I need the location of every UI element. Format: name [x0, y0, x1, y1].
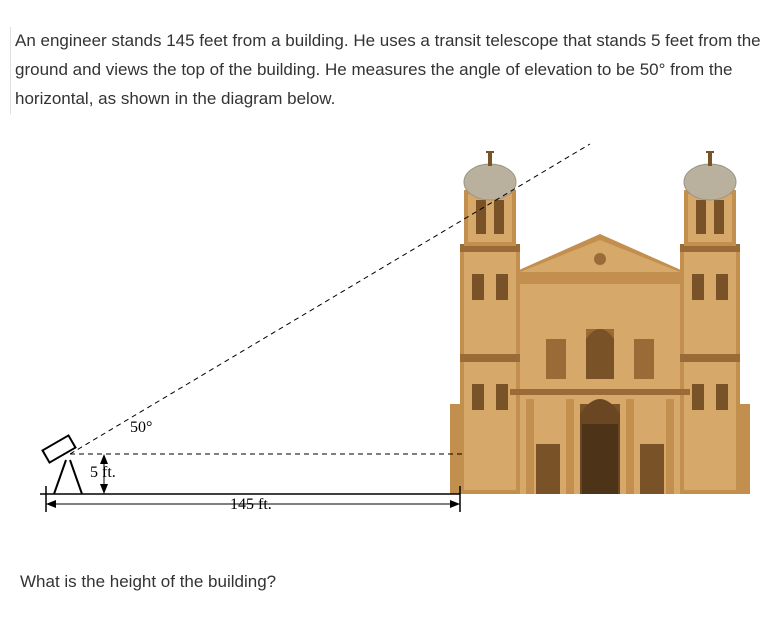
transit-height-label: 5 ft. — [90, 464, 116, 482]
angle-label: 50° — [130, 419, 152, 437]
question-text: What is the height of the building? — [10, 554, 770, 592]
diagram: 50° 5 ft. 145 ft. — [10, 124, 770, 554]
distance-label: 145 ft. — [230, 496, 272, 514]
problem-text: An engineer stands 145 feet from a build… — [10, 27, 770, 114]
transit-icon — [43, 435, 82, 494]
building-illustration — [450, 144, 750, 494]
